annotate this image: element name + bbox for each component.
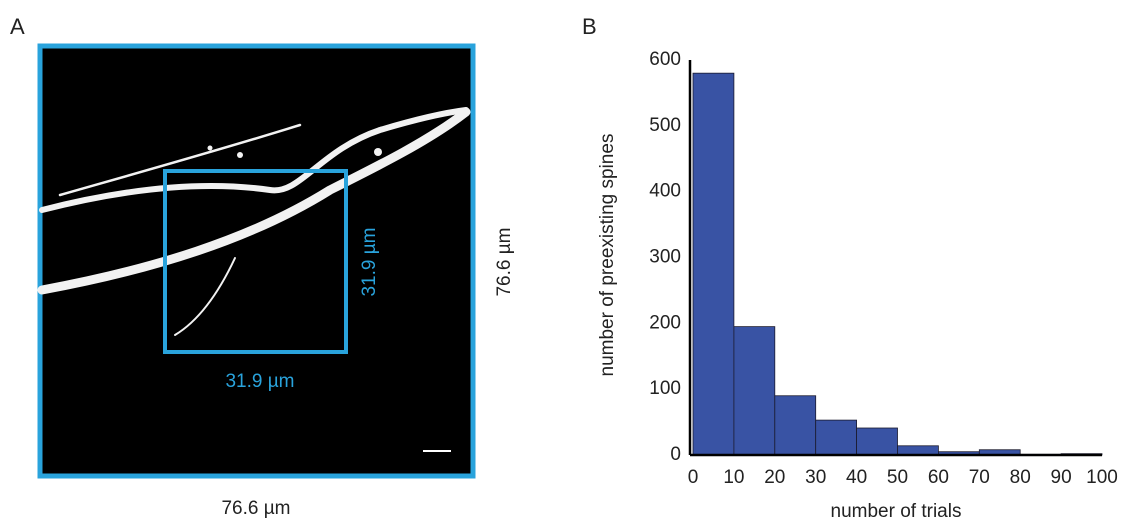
y-tick-label: 300 xyxy=(649,247,681,268)
x-tick-label: 0 xyxy=(688,467,699,488)
y-axis-label: number of preexisting spines xyxy=(597,134,618,377)
y-tick-label: 600 xyxy=(649,49,681,70)
dendrites xyxy=(37,107,471,336)
x-tick-label: 70 xyxy=(969,467,990,488)
x-axis-label: number of trials xyxy=(831,501,962,522)
outer-width-label: 76.6 µm xyxy=(221,498,290,519)
y-tick-label: 0 xyxy=(670,444,681,465)
micrograph xyxy=(37,43,476,479)
bar xyxy=(774,395,817,456)
panel-label: B xyxy=(582,14,597,39)
inner-width-label: 31.9 µm xyxy=(225,371,294,392)
x-tick-label: 40 xyxy=(846,467,867,488)
x-tick-label: 100 xyxy=(1086,467,1118,488)
y-tick-label: 200 xyxy=(649,312,681,333)
y-tick-label: 500 xyxy=(649,115,681,136)
x-tick-label: 20 xyxy=(764,467,785,488)
x-tick-label: 80 xyxy=(1010,467,1031,488)
bar xyxy=(897,445,939,456)
x-tick-label: 50 xyxy=(887,467,908,488)
panel-label: A xyxy=(10,14,25,39)
y-tick-label: 100 xyxy=(649,378,681,399)
bar xyxy=(856,427,898,456)
bar xyxy=(815,419,858,456)
zoom-box xyxy=(163,169,348,354)
inner-height-label: 31.9 µm xyxy=(359,227,380,296)
bar xyxy=(733,326,776,456)
x-tick-label: 90 xyxy=(1051,467,1072,488)
x-tick-label: 30 xyxy=(805,467,826,488)
x-tick-label: 60 xyxy=(928,467,949,488)
outer-height-label: 76.6 µm xyxy=(494,227,515,296)
y-tick-label: 400 xyxy=(649,181,681,202)
x-tick-label: 10 xyxy=(723,467,744,488)
bar xyxy=(692,72,735,456)
